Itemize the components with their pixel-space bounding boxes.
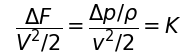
Text: $\dfrac{\Delta F}{V^2/2} = \dfrac{\Delta p/\rho}{v^2/2} = K$: $\dfrac{\Delta F}{V^2/2} = \dfrac{\Delta…: [15, 3, 181, 53]
